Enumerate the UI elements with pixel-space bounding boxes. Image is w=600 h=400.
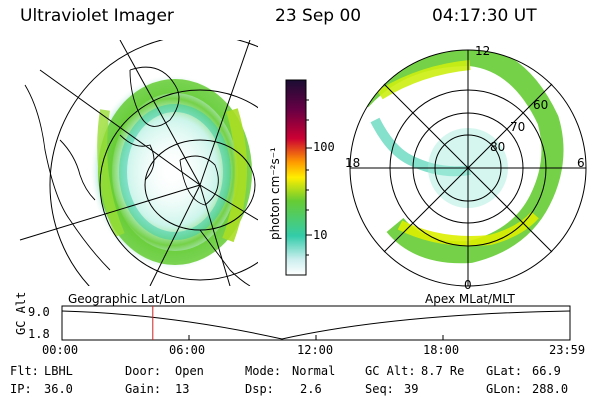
instrument-title: Ultraviolet Imager [20, 6, 174, 26]
dsp-label: Dsp: [245, 382, 274, 396]
gain-label: Gain: [125, 382, 162, 396]
time-tick-0600: 06:00 [169, 343, 206, 357]
glat-label: GLat: [486, 364, 523, 378]
mode-value: Normal [292, 364, 336, 378]
geographic-map-area [19, 40, 258, 286]
geographic-panel-label: Geographic Lat/Lon [68, 292, 186, 306]
colorbar-tick-10: 10 [313, 228, 328, 242]
glon-label: GLon: [486, 382, 523, 396]
colorbar-tick-100: 100 [313, 140, 335, 154]
ip-value: 36.0 [44, 382, 73, 396]
mlt-label-12: 12 [475, 44, 491, 58]
door-label: Door: [125, 364, 162, 378]
time-tick-0000: 00:00 [42, 343, 79, 357]
mlt-label-0: 0 [464, 278, 472, 292]
colorbar [285, 79, 312, 276]
altitude-axis-label: GC Alt [14, 291, 28, 335]
glon-value: 288.0 [532, 382, 569, 396]
gcalt-value: 8.7 Re [421, 364, 465, 378]
altitude-tick-min: 1.8 [28, 327, 50, 341]
image-date: 23 Sep 00 [275, 6, 362, 26]
mlat-label-80: 80 [490, 140, 506, 154]
seq-label: Seq: [365, 382, 394, 396]
image-time: 04:17:30 UT [432, 6, 537, 26]
apex-panel-label: Apex MLat/MLT [425, 292, 515, 306]
time-tick-1200: 12:00 [297, 343, 334, 357]
seq-value: 39 [404, 382, 419, 396]
time-tick-2359: 23:59 [549, 343, 586, 357]
apex-mlat-mlt-image [349, 49, 587, 287]
mlat-label-60: 60 [533, 98, 549, 112]
glat-value: 66.9 [532, 364, 561, 378]
mlt-label-18: 18 [345, 156, 361, 170]
mlt-label-6: 6 [577, 156, 585, 170]
ip-label: IP: [10, 382, 32, 396]
time-tick-1800: 18:00 [423, 343, 460, 357]
door-value: Open [175, 364, 204, 378]
mlat-label-70: 70 [510, 120, 526, 134]
altitude-tick-max: 9.0 [28, 305, 50, 319]
gain-value: 13 [175, 382, 190, 396]
filter-label: Flt: [10, 364, 39, 378]
filter-value: LBHL [44, 364, 73, 378]
altitude-curve [61, 310, 571, 340]
mode-label: Mode: [245, 364, 282, 378]
gcalt-label: GC Alt: [365, 364, 416, 378]
dsp-value: 2.6 [300, 382, 322, 396]
